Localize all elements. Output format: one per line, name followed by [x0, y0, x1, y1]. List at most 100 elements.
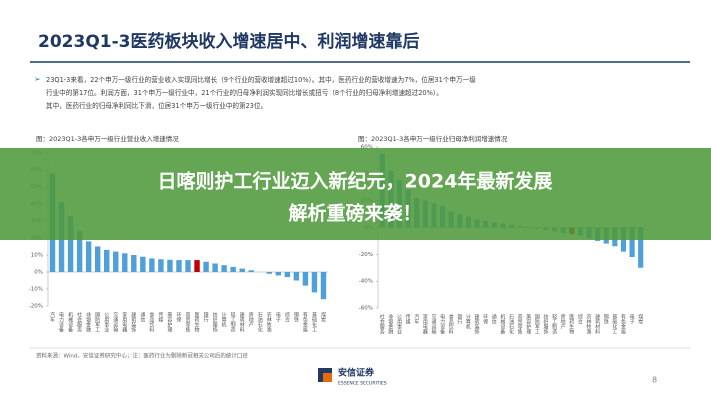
x-tick-label: 房地产 — [248, 311, 254, 328]
x-tick-label: 电力设备 — [439, 313, 445, 335]
x-tick-label: 电力设备 — [58, 311, 64, 333]
bar — [113, 251, 119, 272]
x-tick-label: 轻工制造 — [230, 311, 236, 333]
x-tick-label: 电子 — [275, 311, 281, 322]
banner — [0, 148, 711, 240]
bar — [638, 227, 644, 268]
bar — [149, 258, 155, 272]
chart-title: 图：2023Q1-3各申万一级行业归母净利润增速情况 — [358, 134, 508, 143]
bar — [302, 272, 309, 286]
bar — [275, 272, 282, 276]
source: 资料来源：Wind，安信证券研究中心；注：医药行业为剔除新冠相关公司后的统计口径 — [36, 352, 248, 360]
x-tick-label: 食品饮料 — [148, 311, 154, 333]
bar — [67, 215, 74, 272]
x-tick-label: 基础化工 — [311, 311, 317, 332]
y-tick-label: 10% — [31, 253, 43, 259]
bar — [293, 272, 300, 281]
bar — [266, 272, 272, 274]
x-tick-label: 家用电器 — [422, 313, 428, 335]
bar — [140, 256, 146, 272]
y-tick-label: -10% — [29, 287, 43, 293]
x-tick-label: 公用事业 — [396, 314, 402, 334]
x-tick-label: 房地产 — [560, 313, 566, 330]
x-tick-label: 轻工制造 — [551, 313, 557, 335]
x-tick-label: 基础化工 — [611, 313, 617, 334]
bar — [248, 270, 254, 272]
x-tick-label: 计算机 — [465, 313, 471, 330]
x-tick-label: 钢铁 — [293, 311, 299, 323]
x-tick-label: 计算机 — [221, 311, 227, 328]
bar — [311, 272, 318, 293]
x-tick-label: 纺织服饰 — [212, 311, 218, 333]
x-tick-label: 食品饮料 — [448, 313, 454, 335]
x-tick-label: 医药生物 — [568, 314, 574, 335]
bar — [176, 260, 182, 272]
x-tick-label: 煤炭 — [320, 311, 326, 323]
banner-text: 日喀则护工行业迈入新纪元，2024年最新发展 — [158, 170, 553, 193]
bar — [230, 266, 236, 272]
x-tick-label: 电子 — [629, 313, 635, 324]
bar — [104, 249, 110, 272]
x-tick-label: 钢铁 — [603, 313, 609, 325]
bar — [85, 241, 92, 272]
bar — [212, 263, 218, 272]
bar — [284, 272, 291, 278]
x-tick-label: 纺织服饰 — [542, 313, 548, 335]
bar — [76, 231, 83, 272]
page-number: 8 — [652, 376, 657, 385]
x-tick-label: 传媒 — [157, 311, 163, 323]
y-tick-label: -60% — [359, 306, 373, 312]
x-tick-label: 银行 — [456, 313, 462, 325]
bar — [158, 259, 164, 272]
x-tick-label: 通信 — [139, 311, 145, 323]
x-tick-label: 国防军工 — [534, 314, 540, 334]
x-tick-label: 社会服务 — [76, 311, 82, 333]
bar — [167, 259, 173, 272]
x-tick-label: 综合 — [284, 311, 290, 323]
x-tick-label: 交通运输 — [430, 313, 436, 335]
x-tick-label: 机械设备 — [67, 311, 73, 333]
x-tick-label: 建筑材料 — [594, 313, 600, 335]
bullet-line: 其中，医药行业的归母净利同比下滑，位居31个申万一级行业中的第23位。 — [46, 101, 267, 110]
y-tick-label: -40% — [359, 279, 373, 285]
x-tick-label: 医药生物 — [194, 312, 200, 333]
bar — [131, 255, 137, 272]
chart-title: 图：2023Q1-3各申万一级行业营业收入增速情况 — [36, 134, 179, 143]
bullet-line: 行业中的第17位。利润方面，31个申万一级行业中，21个行业的归母净利润实现同比… — [46, 88, 443, 97]
bar — [185, 260, 191, 272]
bar — [320, 272, 327, 300]
x-tick-label: 传媒 — [405, 313, 411, 325]
x-tick-label: 机械设备 — [499, 313, 505, 335]
x-tick-label: 环保 — [482, 314, 488, 325]
x-tick-label: 石油石化 — [508, 314, 514, 335]
x-tick-label: 建筑装饰 — [474, 313, 480, 335]
bullet-line: 23Q1-3来看，22个申万一级行业的营业收入实现同比增长（9个行业的营收增速超… — [46, 75, 476, 84]
y-tick-label: -20% — [29, 304, 43, 310]
x-tick-label: 非银金融 — [85, 311, 91, 333]
logo-text-en: ESSENCE SECURITIES — [338, 381, 387, 387]
x-tick-label: 公用事业 — [103, 312, 109, 332]
x-tick-label: 环保 — [175, 312, 181, 323]
x-tick-label: 非银金融 — [387, 313, 393, 335]
x-tick-label: 交通运输 — [112, 311, 118, 333]
x-tick-label: 美容护理 — [166, 311, 172, 332]
bar — [629, 227, 635, 258]
x-tick-label: 有色金属 — [302, 311, 308, 333]
x-tick-label: 社会服务 — [379, 313, 385, 335]
x-tick-label: 综合 — [577, 313, 583, 325]
bar — [239, 268, 245, 272]
x-tick-label: 汽车 — [49, 311, 55, 323]
x-tick-label: 美容护理 — [525, 313, 531, 334]
x-tick-label: 煤炭 — [637, 313, 643, 325]
x-tick-label: 银行 — [203, 311, 209, 323]
x-tick-label: 商贸零售 — [185, 311, 191, 333]
y-tick-label: 60% — [361, 145, 373, 151]
x-tick-label: 农林牧渔 — [586, 313, 592, 335]
bar — [122, 253, 128, 272]
x-tick-label: 石油石化 — [257, 312, 263, 333]
x-tick-label: 通信 — [491, 313, 497, 325]
x-tick-label: 家用电器 — [121, 311, 127, 333]
y-tick-label: 0% — [34, 270, 43, 276]
